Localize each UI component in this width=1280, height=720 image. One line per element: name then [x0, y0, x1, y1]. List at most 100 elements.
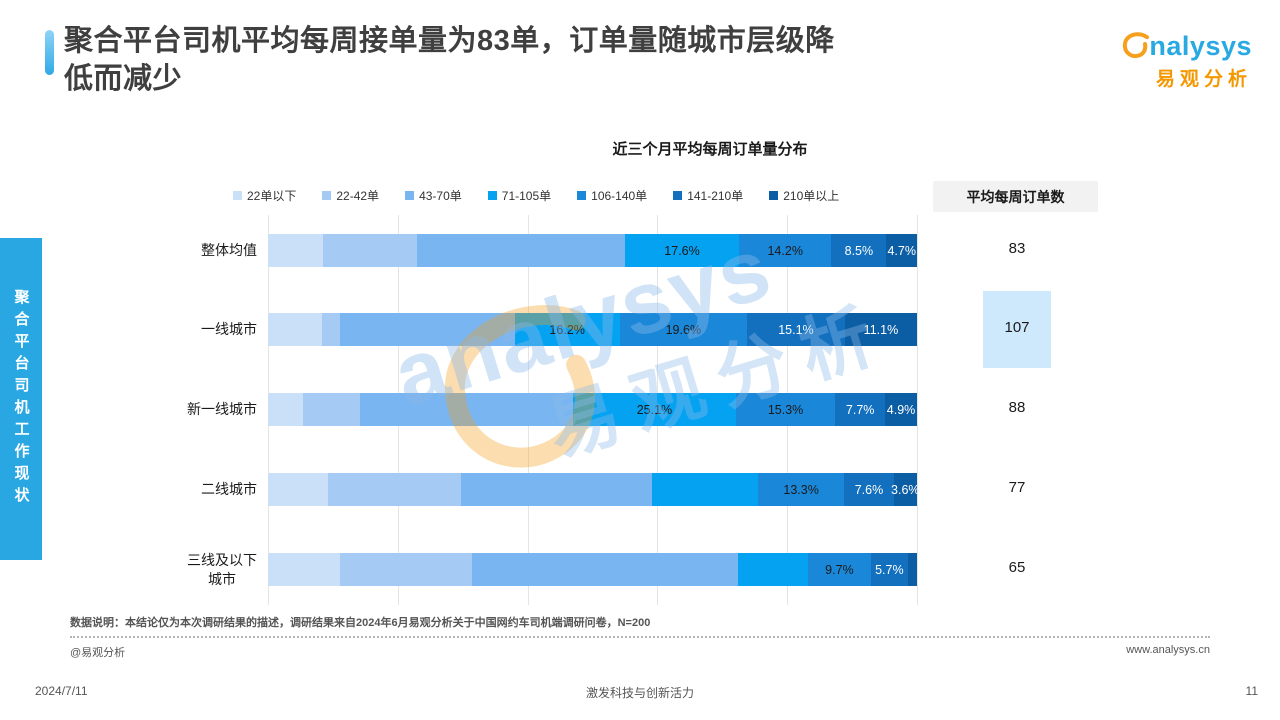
sidebar-section-label: 聚合平台司机工作现状: [12, 289, 30, 509]
bar-value-label: 4.9%: [886, 402, 916, 417]
legend-label: 71-105单: [501, 189, 552, 203]
bar-segment-22-42单: [323, 234, 418, 267]
bar-segment-106-140单: 13.3%: [757, 473, 845, 506]
title-accent-bar: [45, 30, 54, 75]
average-value: 77: [1008, 479, 1026, 496]
legend-item: 71-105单: [487, 187, 552, 204]
legend-label: 141-210单: [687, 189, 744, 203]
bar-segment-71-105单: 16.2%: [514, 313, 620, 346]
legend-item: 141-210单: [673, 187, 743, 204]
bar-segment-141-210单: 7.6%: [844, 473, 894, 506]
bar-value-label: 19.6%: [665, 322, 702, 337]
bar-value-label: 25.1%: [636, 402, 673, 417]
category-label: 二线城市: [201, 481, 257, 497]
bar-value-label: 14.2%: [767, 243, 803, 258]
bar-segment-22单以下: [268, 234, 324, 267]
legend-item: 210单以上: [769, 187, 839, 204]
bar-segment-22-42单: [321, 313, 341, 346]
bar-value-label: 13.3%: [783, 482, 819, 497]
highlight-box: [983, 291, 1051, 368]
legend-item: 22-42单: [322, 187, 379, 204]
bar-segment-43-70单: [340, 313, 515, 346]
legend-swatch-icon: [769, 191, 779, 200]
legend-swatch-icon: [233, 191, 242, 200]
category-label: 三线及以下 城市: [187, 551, 257, 587]
logo-swirl-icon: [1123, 32, 1150, 59]
bar-segment-141-210单: 15.1%: [746, 313, 845, 346]
data-note: 数据说明：本结论仅为本次调研结果的描述，调研结果来自2024年6月易观分析关于中…: [70, 617, 651, 629]
stacked-bar-row: 17.6% 14.2% 8.5% 4.7%: [268, 234, 917, 267]
legend-swatch-icon: [487, 191, 497, 200]
bar-value-label: 16.2%: [549, 322, 585, 337]
bar-segment-22单以下: [268, 473, 328, 506]
website-text: www.analysys.cn: [1126, 644, 1210, 656]
bar-segment-106-140单: 15.3%: [735, 393, 836, 426]
legend-label: 210单以上: [783, 189, 840, 203]
stacked-bar-row: 25.1% 15.3% 7.7% 4.9%: [268, 393, 917, 426]
bar-value-label: 9.7%: [825, 562, 854, 577]
bar-segment-43-70单: [360, 393, 573, 426]
bar-segment-141-210单: 8.5%: [831, 234, 887, 267]
bar-value-label: 11.1%: [863, 322, 899, 337]
bar-value-label: 15.3%: [767, 402, 804, 417]
average-value: 65: [1008, 559, 1026, 576]
bar-segment-71-105单: 25.1%: [573, 393, 736, 426]
bar-value-label: 7.7%: [845, 402, 875, 417]
bar-value-label: 5.7%: [875, 562, 904, 577]
bar-segment-210单以上: 4.7%: [886, 234, 917, 267]
bar-segment-106-140单: 19.6%: [619, 313, 747, 346]
category-label: 新一线城市: [187, 401, 257, 417]
bar-value-label: 7.6%: [854, 482, 884, 497]
bar-segment-210单以上: 4.9%: [885, 393, 917, 426]
bar-value-label: 3.6%: [891, 482, 920, 497]
bar-segment-71-105单: 17.6%: [624, 234, 740, 267]
page-title: 聚合平台司机平均每周接单量为83单，订单量随城市层级降 低而减少: [64, 25, 835, 95]
bar-segment-43-70单: [417, 234, 625, 267]
chart-legend: 22单以下 22-42单 43-70单 71-105单 106-140单 141-210单…: [233, 187, 953, 204]
legend-swatch-icon: [322, 191, 332, 200]
average-value: 88: [1008, 399, 1026, 416]
footer-date: 2024/7/11: [35, 684, 88, 698]
analysys-logo: nalysys 易观分析: [1119, 30, 1252, 91]
dotted-divider: [70, 636, 1210, 638]
bar-segment-106-140单: 9.7%: [807, 553, 871, 586]
chart-area: analysys 易观分析 整体均值 17.6% 14.2% 8.5% 4.7% 83 一线…: [0, 215, 1280, 610]
credit-text: @易观分析: [70, 647, 126, 659]
average-value: 107: [1004, 319, 1030, 336]
bar-value-label: 8.5%: [844, 243, 874, 258]
legend-swatch-icon: [405, 191, 415, 200]
page-number: 11: [1245, 684, 1258, 698]
stacked-bar-row: 13.3% 7.6% 3.6%: [268, 473, 920, 506]
legend-item: 22单以下: [233, 187, 296, 204]
bar-value-label: 15.1%: [778, 322, 814, 337]
bar-segment-43-70单: [471, 553, 738, 586]
legend-item: 106-140单: [577, 187, 647, 204]
bar-segment-141-210单: 7.7%: [835, 393, 886, 426]
legend-label: 43-70单: [419, 189, 462, 203]
bar-segment-210单以上: [907, 553, 917, 586]
logo-brand-cn: 易观分析: [1155, 69, 1252, 90]
bar-segment-22-42单: [303, 393, 361, 426]
bar-value-label: 17.6%: [664, 243, 700, 258]
bar-segment-106-140单: 14.2%: [739, 234, 832, 267]
stacked-bar-row: 16.2% 19.6% 15.1% 11.1%: [268, 313, 917, 346]
bar-segment-210单以上: 11.1%: [844, 313, 917, 346]
footer-slogan: 激发科技与创新活力: [585, 686, 694, 700]
legend-item: 43-70单: [405, 187, 462, 204]
bar-segment-71-105单: [652, 473, 758, 506]
average-value: 83: [1008, 240, 1026, 257]
sidebar-section-tab: 聚合平台司机工作现状: [0, 238, 42, 560]
bar-segment-22单以下: [268, 393, 304, 426]
legend-label: 106-140单: [591, 189, 648, 203]
legend-label: 22单以下: [247, 189, 297, 203]
bar-segment-43-70单: [461, 473, 653, 506]
bar-segment-22单以下: [268, 313, 322, 346]
chart-title: 近三个月平均每周订单量分布: [612, 141, 808, 158]
bar-segment-71-105单: [737, 553, 808, 586]
bar-segment-210单以上: 3.6%: [891, 473, 920, 506]
logo-brand-text: nalysys: [1149, 30, 1252, 61]
legend-swatch-icon: [577, 191, 587, 200]
legend-label: 22-42单: [336, 189, 380, 203]
avg-column-header: 平均每周订单数: [933, 181, 1098, 212]
bar-segment-22-42单: [340, 553, 472, 586]
